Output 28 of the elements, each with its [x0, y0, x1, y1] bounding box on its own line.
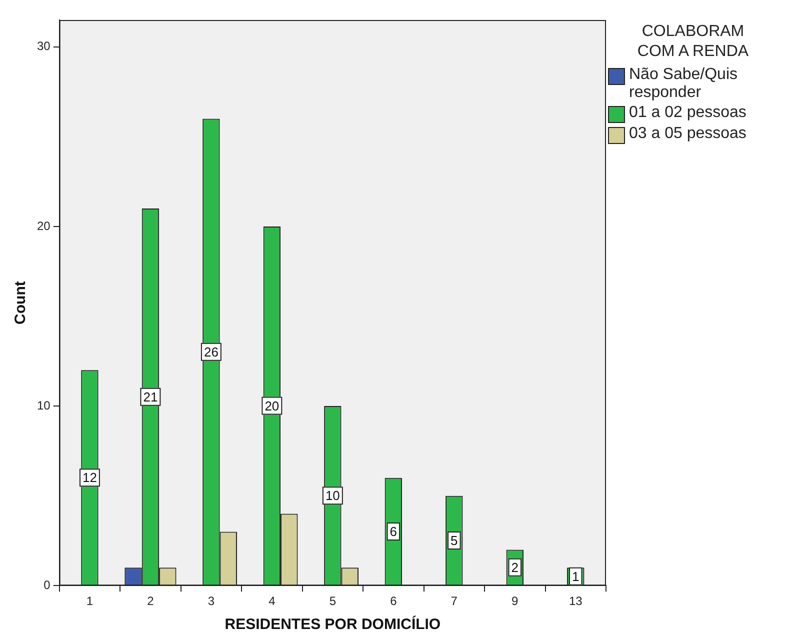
legend-label: 03 a 05 pessoas [629, 125, 746, 143]
data-label: 1 [572, 568, 580, 584]
data-label: 21 [143, 389, 158, 404]
x-tick-label: 5 [329, 594, 336, 608]
x-tick-label: 9 [512, 594, 519, 608]
y-tick-label: 20 [36, 218, 51, 233]
x-axis-title: RESIDENTES POR DOMICÍLIO [224, 615, 441, 634]
x-tick-label: 6 [390, 594, 398, 608]
legend-title: COLABORAM COM A RENDA [636, 22, 750, 62]
x-tick-label: 3 [208, 594, 215, 608]
y-tick-label: 30 [36, 39, 51, 54]
data-label: 20 [264, 398, 280, 414]
x-tick-label: 7 [450, 594, 458, 608]
x-tick-label: 13 [568, 594, 583, 608]
data-label: 2 [511, 560, 519, 575]
y-tick-label: 10 [36, 398, 51, 412]
x-tick-label: 4 [268, 594, 276, 608]
data-label: 5 [450, 533, 458, 548]
data-label: 26 [204, 344, 218, 360]
y-tick-label: 0 [44, 578, 51, 592]
data-label: 12 [82, 470, 97, 486]
x-tick-label: 2 [147, 594, 154, 608]
x-tick-label: 1 [86, 594, 94, 608]
legend-label: Não Sabe/Quis responder [629, 66, 739, 102]
legend-label: 01 a 02 pessoas [629, 104, 746, 122]
y-axis-title: Count [12, 281, 30, 324]
data-label: 6 [390, 524, 398, 540]
data-label: 10 [325, 488, 340, 504]
